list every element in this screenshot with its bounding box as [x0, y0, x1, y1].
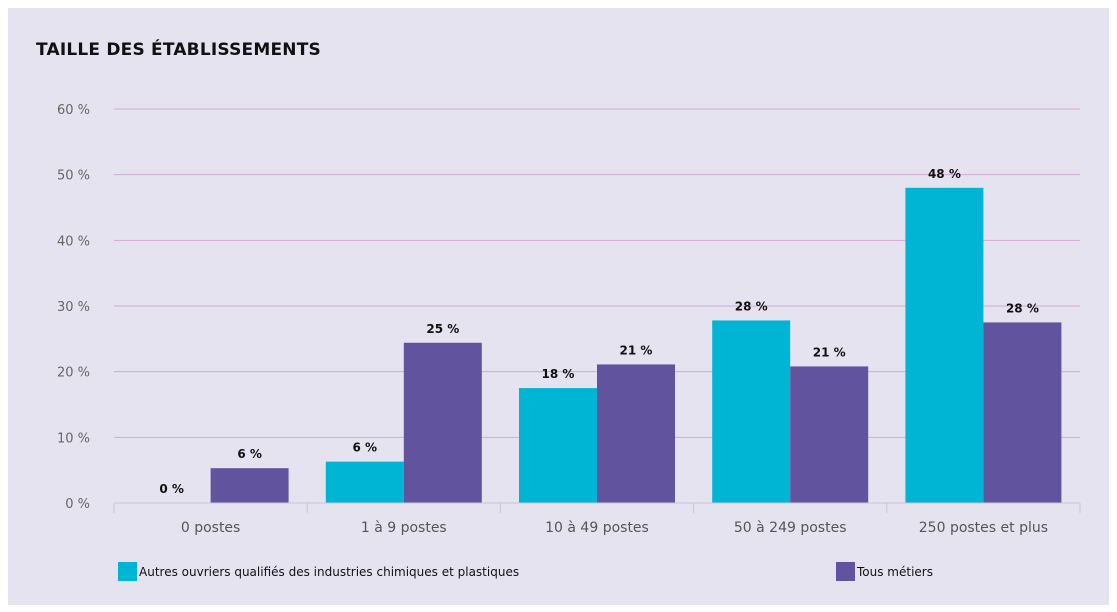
data-label: 6 % [353, 441, 378, 455]
bars [210, 187, 1062, 504]
data-label: 6 % [237, 447, 262, 461]
x-tick-label: 1 à 9 postes [361, 520, 447, 536]
y-tick-label: 0 % [65, 497, 90, 512]
bar-series-1 [210, 468, 289, 503]
data-label: 21 % [813, 345, 846, 359]
data-label: 28 % [735, 299, 768, 313]
bar-series-0 [325, 461, 404, 503]
y-axis-ticks: 0 % 10 % 20 % 30 % 40 % 50 % 60 % [57, 103, 90, 512]
y-tick-label: 30 % [57, 300, 90, 315]
data-labels: 0 % 6 % 6 % 25 % 18 % 21 % 28 % 21 % 48 % 28 % [159, 167, 1039, 496]
legend-label: Tous métiers [857, 564, 933, 579]
data-label: 48 % [928, 167, 961, 181]
y-tick-label: 40 % [57, 234, 90, 249]
bar-series-0 [905, 187, 984, 504]
legend-label: Autres ouvriers qualifiés des industries… [139, 564, 520, 579]
y-tick-label: 60 % [57, 103, 90, 118]
legend-item-series-1: Tous métiers [836, 562, 933, 581]
x-tick-label: 250 postes et plus [919, 520, 1048, 536]
bar-series-1 [597, 364, 675, 503]
bar-series-0 [712, 320, 791, 503]
x-tick-label: 0 postes [181, 520, 241, 536]
bar-series-0 [519, 388, 597, 503]
data-label: 28 % [1006, 301, 1039, 315]
x-tick-label: 10 à 49 postes [545, 520, 649, 536]
legend-item-series-0: Autres ouvriers qualifiés des industries… [118, 562, 519, 581]
chart-title: TAILLE DES ÉTABLISSEMENTS [36, 40, 321, 60]
x-tick-label: 50 à 249 postes [734, 520, 847, 536]
x-axis: 0 postes 1 à 9 postes 10 à 49 postes 50 à 2… [113, 502, 1081, 536]
legend-swatch [118, 562, 137, 581]
bar-series-1 [403, 342, 482, 503]
y-tick-label: 50 % [57, 169, 90, 184]
legend-swatch [836, 562, 855, 581]
bar-series-1 [983, 322, 1062, 503]
data-label: 25 % [426, 322, 459, 336]
y-tick-label: 10 % [57, 431, 90, 446]
data-label: 0 % [159, 482, 184, 496]
y-tick-label: 20 % [57, 366, 90, 381]
data-label: 18 % [542, 367, 575, 381]
bar-series-1 [790, 366, 869, 503]
data-label: 21 % [620, 343, 653, 357]
